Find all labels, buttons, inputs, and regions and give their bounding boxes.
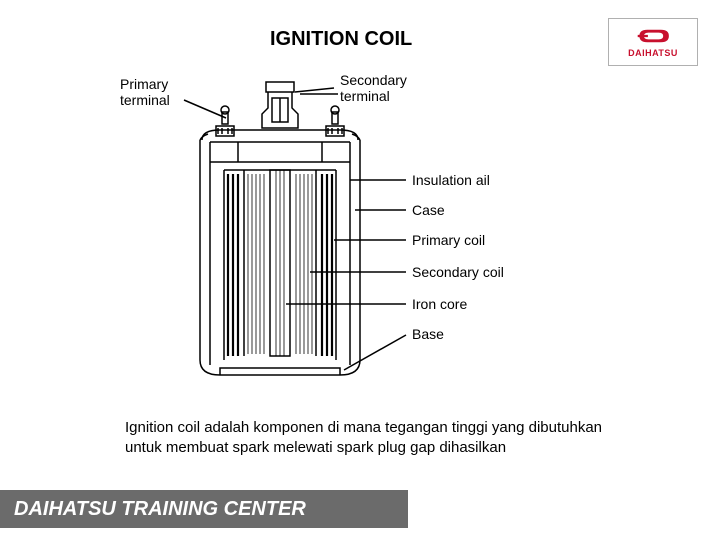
label-iron-core: Iron core	[412, 296, 467, 312]
label-base: Base	[412, 326, 444, 342]
brand-logo: DAIHATSU	[608, 18, 698, 66]
label-primary-terminal: Primaryterminal	[120, 76, 170, 108]
label-secondary-terminal: Secondaryterminal	[340, 72, 407, 104]
page-title: IGNITION COIL	[270, 28, 412, 51]
label-secondary-coil: Secondary coil	[412, 264, 504, 280]
footer-title: DAIHATSU TRAINING CENTER	[14, 498, 306, 521]
brand-name: DAIHATSU	[628, 48, 678, 58]
label-primary-coil: Primary coil	[412, 232, 485, 248]
description-text: Ignition coil adalah komponen di mana te…	[125, 418, 605, 457]
ignition-coil-diagram: Primaryterminal Secondaryterminal Insula…	[90, 70, 590, 400]
footer-bar: DAIHATSU TRAINING CENTER	[0, 490, 408, 528]
daihatsu-icon	[636, 26, 670, 46]
label-case: Case	[412, 202, 445, 218]
label-insulation-ail: Insulation ail	[412, 172, 490, 188]
